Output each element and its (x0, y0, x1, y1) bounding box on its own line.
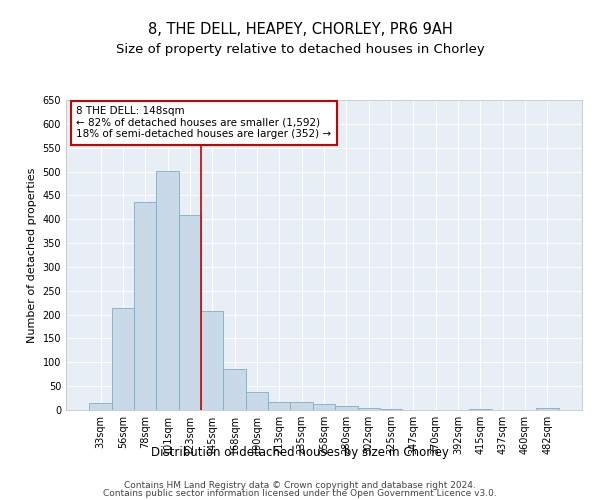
Bar (179, 216, 201, 410)
Bar (201, 312, 223, 410)
Text: 8, THE DELL, HEAPEY, CHORLEY, PR6 9AH: 8, THE DELL, HEAPEY, CHORLEY, PR6 9AH (148, 22, 452, 38)
Text: Contains HM Land Registry data © Crown copyright and database right 2024.: Contains HM Land Registry data © Crown c… (124, 481, 476, 490)
Bar (358, 408, 380, 410)
Bar (134, 202, 157, 410)
Bar (246, 392, 268, 410)
Text: Contains public sector information licensed under the Open Government Licence v3: Contains public sector information licen… (103, 488, 497, 498)
Bar (536, 408, 559, 410)
Bar (290, 402, 313, 410)
Bar (313, 404, 335, 410)
Text: Distribution of detached houses by size in Chorley: Distribution of detached houses by size … (151, 446, 449, 459)
Text: 8 THE DELL: 148sqm
← 82% of detached houses are smaller (1,592)
18% of semi-deta: 8 THE DELL: 148sqm ← 82% of detached hou… (76, 106, 331, 140)
Bar (380, 409, 402, 410)
Bar (469, 408, 491, 410)
Y-axis label: Number of detached properties: Number of detached properties (27, 168, 37, 342)
Bar (112, 308, 134, 410)
Bar (89, 403, 112, 410)
Bar (157, 170, 179, 410)
Bar (223, 370, 246, 410)
Bar (335, 406, 358, 410)
Bar (268, 402, 290, 410)
Text: Size of property relative to detached houses in Chorley: Size of property relative to detached ho… (116, 42, 484, 56)
